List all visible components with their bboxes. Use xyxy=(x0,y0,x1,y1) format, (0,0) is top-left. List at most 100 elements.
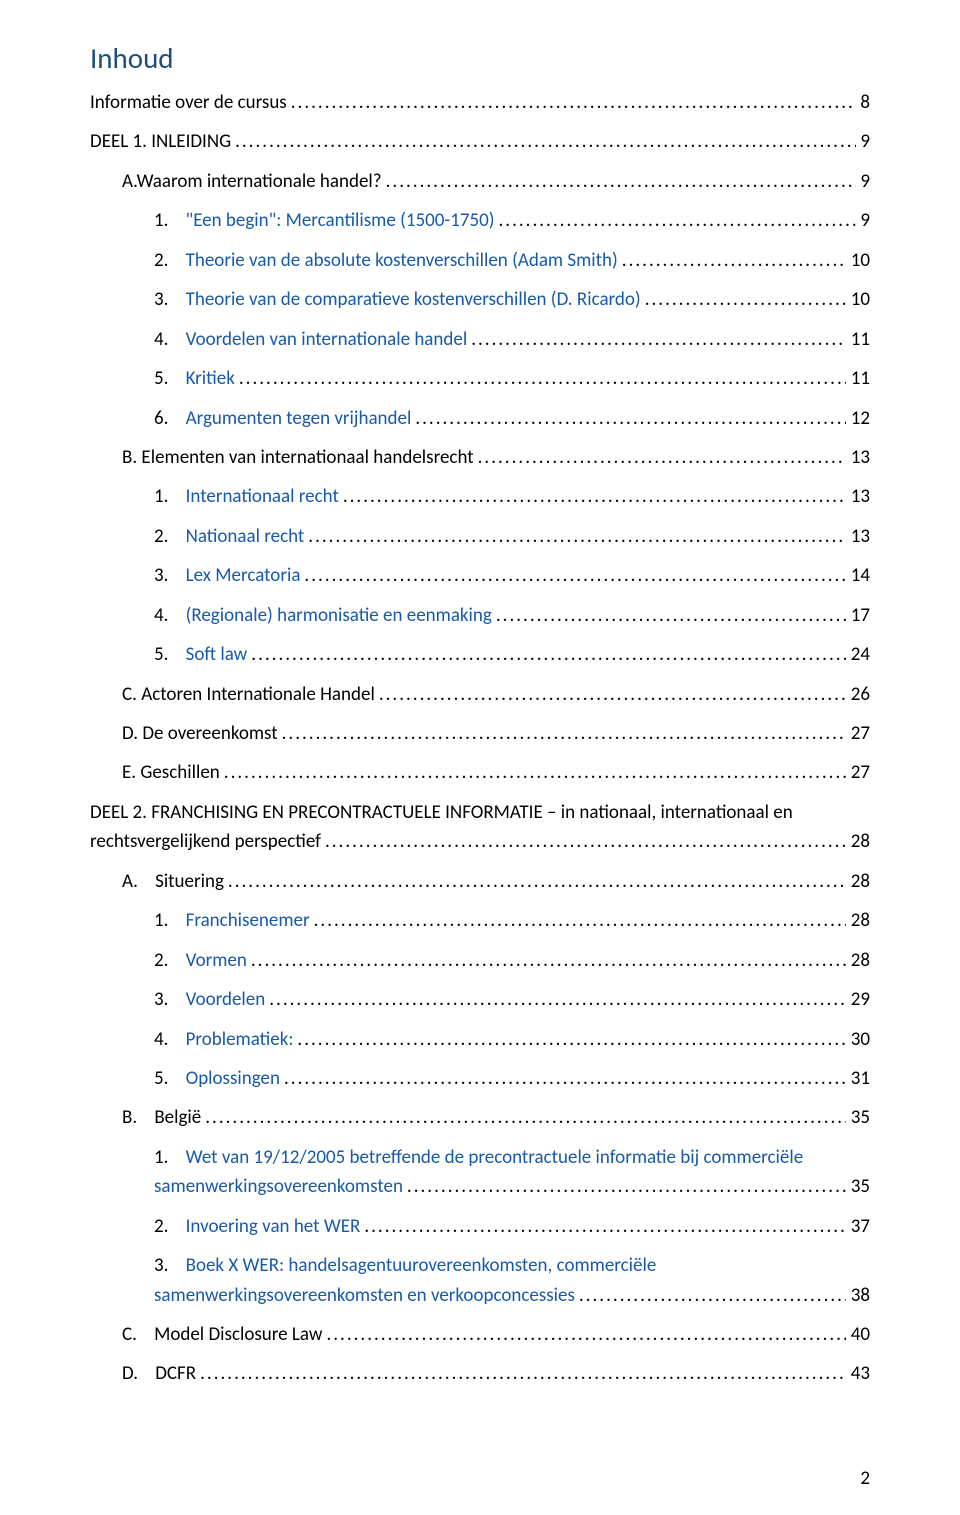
toc-entry: DEEL 1. INLEIDING.......................… xyxy=(90,127,870,156)
toc-entry-page: 38 xyxy=(846,1281,870,1310)
toc-leader-dots: ........................................… xyxy=(467,325,846,354)
toc-entry-text-line2: samenwerkingsovereenkomsten en verkoopco… xyxy=(154,1281,575,1310)
toc-entry[interactable]: 1. Internationaal recht.................… xyxy=(90,482,870,511)
toc-entry[interactable]: 2. Nationaal recht......................… xyxy=(90,522,870,551)
toc-entry-marker: 3. xyxy=(154,561,186,590)
toc-entry-text-line2: samenwerkingsovereenkomsten xyxy=(154,1172,403,1201)
toc-leader-dots: ........................................… xyxy=(235,364,847,393)
toc-entry-page: 9 xyxy=(856,127,870,156)
toc-entry-marker: 4. xyxy=(154,1025,186,1054)
toc-entry[interactable]: 3. Boek X WER: handelsagentuurovereenkom… xyxy=(90,1251,870,1310)
toc-entry-text: Lex Mercatoria xyxy=(186,561,301,590)
toc-leader-dots: ........................................… xyxy=(293,1025,846,1054)
toc-entry[interactable]: 5. Kritiek..............................… xyxy=(90,364,870,393)
toc-entry[interactable]: 1. Franchisenemer.......................… xyxy=(90,906,870,935)
toc-leader-dots: ........................................… xyxy=(231,127,856,156)
toc-entry-page: 37 xyxy=(846,1212,870,1241)
toc-entry: E. Geschillen...........................… xyxy=(90,758,870,787)
toc-entry[interactable]: 2. Vormen...............................… xyxy=(90,946,870,975)
toc-leader-dots: ........................................… xyxy=(196,1359,846,1388)
toc-entry[interactable]: 3. Theorie van de comparatieve kostenver… xyxy=(90,285,870,314)
toc-entry-text: "Een begin": Mercantilisme (1500-1750) xyxy=(186,206,495,235)
toc-entry: A. Situering............................… xyxy=(90,867,870,896)
toc-entry-text-line1: 3. Boek X WER: handelsagentuurovereenkom… xyxy=(154,1251,870,1280)
toc-entry-text: Theorie van de comparatieve kostenversch… xyxy=(186,285,641,314)
toc-container: Informatie over de cursus...............… xyxy=(90,88,870,1389)
toc-leader-dots: ........................................… xyxy=(641,285,847,314)
toc-entry-marker: C. xyxy=(122,1320,154,1349)
toc-entry-page: 13 xyxy=(846,522,870,551)
toc-entry-page: 30 xyxy=(846,1025,870,1054)
toc-leader-dots: ........................................… xyxy=(321,827,846,856)
toc-entry: DEEL 2. FRANCHISING EN PRECONTRACTUELE I… xyxy=(90,798,870,857)
toc-entry[interactable]: 1. Wet van 19/12/2005 betreffende de pre… xyxy=(90,1143,870,1202)
toc-leader-dots: ........................................… xyxy=(201,1103,846,1132)
toc-leader-dots: ........................................… xyxy=(375,680,847,709)
toc-entry-marker: 4. xyxy=(154,601,186,630)
toc-entry[interactable]: 2. Theorie van de absolute kostenverschi… xyxy=(90,246,870,275)
toc-leader-dots: ........................................… xyxy=(224,867,847,896)
toc-title: Inhoud xyxy=(90,40,870,76)
toc-entry-text: Nationaal recht xyxy=(186,522,305,551)
toc-entry-text-line1: 1. Wet van 19/12/2005 betreffende de pre… xyxy=(154,1143,870,1172)
toc-entry-text: Vormen xyxy=(186,946,247,975)
toc-entry[interactable]: 6. Argumenten tegen vrijhandel..........… xyxy=(90,404,870,433)
toc-entry-text: Informatie over de cursus xyxy=(90,88,287,117)
toc-entry-marker: 5. xyxy=(154,640,186,669)
toc-entry-marker: A. xyxy=(122,867,155,896)
toc-entry-marker: B. xyxy=(122,1103,154,1132)
toc-entry-text: (Regionale) harmonisatie en eenmaking xyxy=(186,601,492,630)
toc-entry[interactable]: 3. Lex Mercatoria.......................… xyxy=(90,561,870,590)
toc-entry-marker: 2. xyxy=(154,246,186,275)
toc-leader-dots: ........................................… xyxy=(494,206,856,235)
toc-leader-dots: ........................................… xyxy=(474,443,847,472)
page-number: 2 xyxy=(860,1467,870,1490)
toc-entry-text: België xyxy=(154,1103,201,1132)
toc-entry: D. De overeenkomst......................… xyxy=(90,719,870,748)
toc-leader-dots: ........................................… xyxy=(339,482,847,511)
toc-entry-page: 28 xyxy=(846,946,870,975)
toc-leader-dots: ........................................… xyxy=(265,985,846,1014)
toc-entry-marker: 5. xyxy=(154,1064,186,1093)
toc-entry[interactable]: 3. Voordelen............................… xyxy=(90,985,870,1014)
toc-entry[interactable]: 5. Soft law.............................… xyxy=(90,640,870,669)
toc-entry: C. Model Disclosure Law.................… xyxy=(90,1320,870,1349)
toc-entry-page: 17 xyxy=(846,601,870,630)
toc-entry: B. Elementen van internationaal handelsr… xyxy=(90,443,870,472)
toc-entry-marker: 1. xyxy=(154,482,186,511)
toc-leader-dots: ........................................… xyxy=(322,1320,846,1349)
toc-entry-page: 8 xyxy=(856,88,870,117)
toc-entry-text: D. De overeenkomst xyxy=(122,719,278,748)
toc-entry[interactable]: 2. Invoering van het WER................… xyxy=(90,1212,870,1241)
toc-entry-page: 31 xyxy=(846,1064,870,1093)
toc-entry[interactable]: 4. Voordelen van internationale handel..… xyxy=(90,325,870,354)
toc-entry-text-line1: DEEL 2. FRANCHISING EN PRECONTRACTUELE I… xyxy=(90,798,870,827)
toc-entry: A.Waarom internationale handel?.........… xyxy=(90,167,870,196)
toc-entry-page: 11 xyxy=(846,364,870,393)
toc-entry[interactable]: 5. Oplossingen..........................… xyxy=(90,1064,870,1093)
toc-leader-dots: ........................................… xyxy=(382,167,856,196)
toc-entry-page: 28 xyxy=(846,867,870,896)
toc-leader-dots: ........................................… xyxy=(300,561,846,590)
toc-entry-page: 9 xyxy=(856,206,870,235)
toc-leader-dots: ........................................… xyxy=(220,758,847,787)
toc-entry[interactable]: 4. Problematiek:........................… xyxy=(90,1025,870,1054)
toc-leader-dots: ........................................… xyxy=(287,88,856,117)
toc-leader-dots: ........................................… xyxy=(411,404,846,433)
toc-entry-page: 11 xyxy=(846,325,870,354)
toc-entry-page: 14 xyxy=(846,561,870,590)
toc-entry-text: Voordelen van internationale handel xyxy=(186,325,468,354)
toc-entry-text: Oplossingen xyxy=(186,1064,280,1093)
toc-entry: D. DCFR.................................… xyxy=(90,1359,870,1388)
toc-entry-page: 9 xyxy=(856,167,870,196)
toc-entry-marker: 2. xyxy=(154,522,186,551)
toc-entry-marker: 1. xyxy=(154,206,186,235)
toc-entry[interactable]: 1. "Een begin": Mercantilisme (1500-1750… xyxy=(90,206,870,235)
toc-leader-dots: ........................................… xyxy=(304,522,846,551)
toc-entry-text: Argumenten tegen vrijhandel xyxy=(186,404,412,433)
toc-entry: B. België...............................… xyxy=(90,1103,870,1132)
toc-entry-text: E. Geschillen xyxy=(122,758,220,787)
toc-entry-text: Model Disclosure Law xyxy=(154,1320,322,1349)
toc-entry[interactable]: 4. (Regionale) harmonisatie en eenmaking… xyxy=(90,601,870,630)
toc-leader-dots: ........................................… xyxy=(492,601,847,630)
